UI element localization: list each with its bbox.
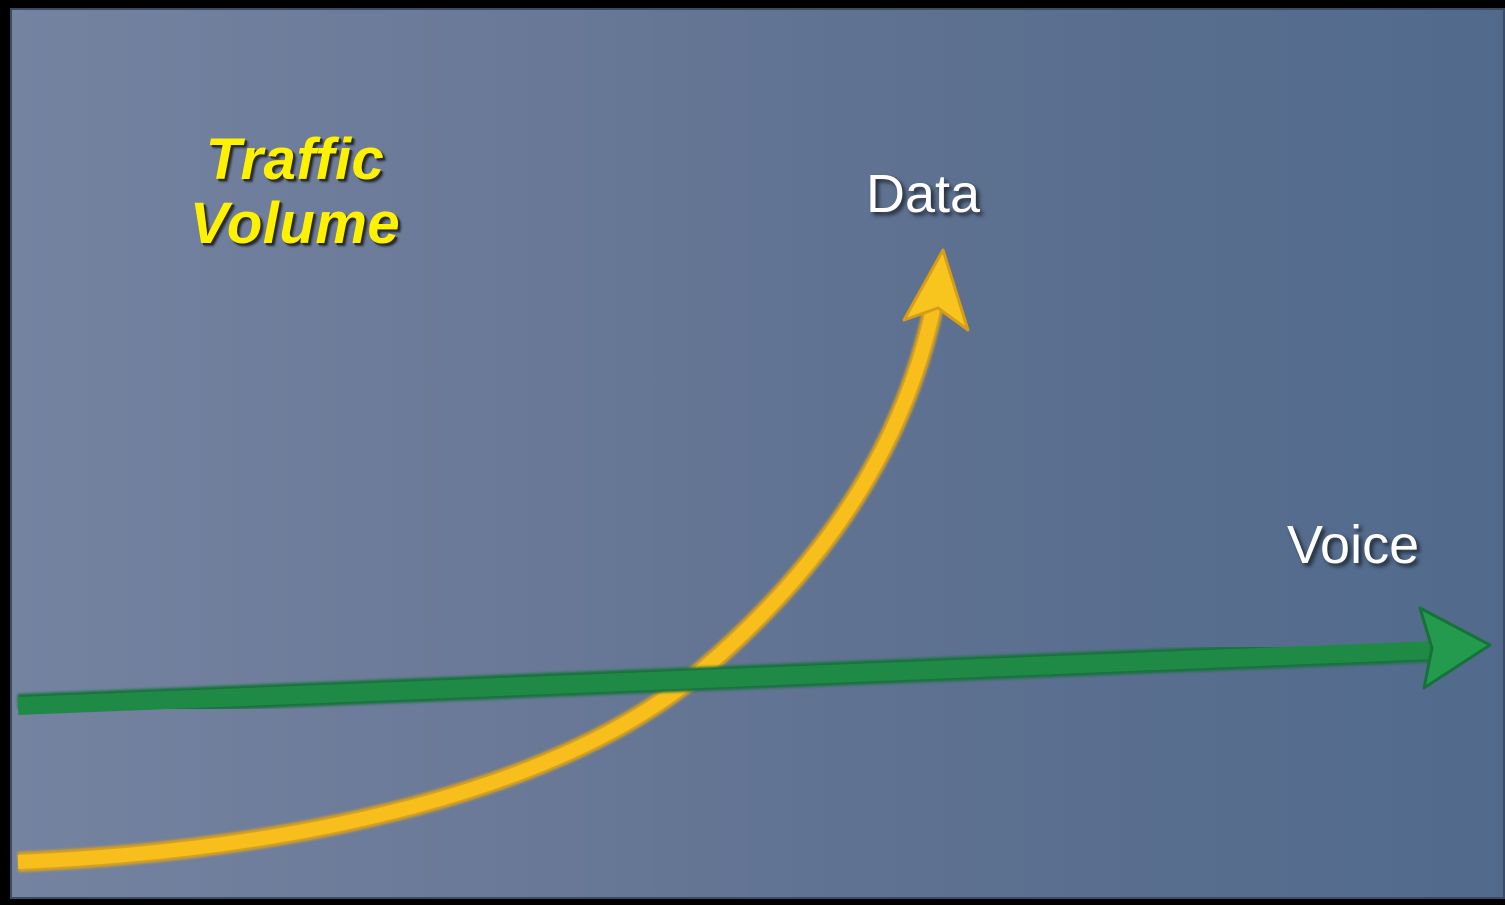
voice-label: Voice [1287,515,1420,575]
chart-title: Traffic Volume [150,128,440,256]
data-curve [17,298,945,872]
data-arrowhead [902,248,970,332]
data-label: Data [866,164,981,224]
voice-arrowhead [1418,606,1492,690]
title-line-2: Volume [189,191,401,256]
diagram-panel [10,8,1505,899]
voice-line [17,638,1436,718]
title-line-1: Traffic [205,127,385,192]
